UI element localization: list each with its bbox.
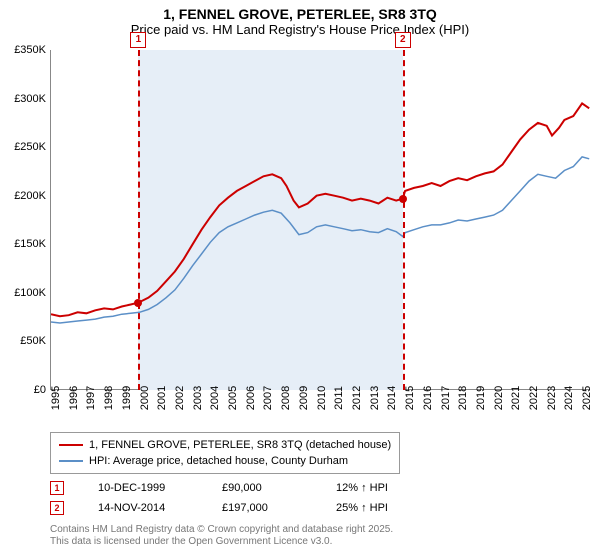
x-tick-label: 1995 <box>50 386 62 410</box>
x-tick-label: 2002 <box>174 386 186 410</box>
transaction-date: 14-NOV-2014 <box>98 498 188 518</box>
transaction-pct: 12% ↑ HPI <box>336 478 388 498</box>
transaction-date: 10-DEC-1999 <box>98 478 188 498</box>
credit-line-1: Contains HM Land Registry data © Crown c… <box>50 524 590 536</box>
marker-box: 1 <box>130 32 146 48</box>
transaction-price: £197,000 <box>222 498 302 518</box>
series-hpi <box>51 157 589 323</box>
marker-line <box>403 50 405 390</box>
x-tick-label: 2021 <box>510 386 522 410</box>
page-title: 1, FENNEL GROVE, PETERLEE, SR8 3TQ <box>0 0 600 22</box>
legend-swatch <box>59 460 83 462</box>
x-tick-label: 2020 <box>493 386 505 410</box>
y-axis: £0£50K£100K£150K£200K£250K£300K£350K <box>0 50 50 390</box>
chart-area: 12 <box>50 50 590 390</box>
marker-box: 2 <box>395 32 411 48</box>
y-tick-label: £300K <box>14 93 46 105</box>
legend-row: HPI: Average price, detached house, Coun… <box>59 453 391 469</box>
legend-swatch <box>59 444 83 446</box>
x-tick-label: 2009 <box>298 386 310 410</box>
x-tick-label: 2016 <box>422 386 434 410</box>
legend-row: 1, FENNEL GROVE, PETERLEE, SR8 3TQ (deta… <box>59 437 391 453</box>
x-tick-label: 2012 <box>351 386 363 410</box>
y-tick-label: £150K <box>14 238 46 250</box>
x-tick-label: 2018 <box>457 386 469 410</box>
transaction-marker: 1 <box>50 481 64 495</box>
legend-label: HPI: Average price, detached house, Coun… <box>89 453 348 469</box>
x-tick-label: 2005 <box>227 386 239 410</box>
x-tick-label: 1997 <box>85 386 97 410</box>
y-tick-label: £100K <box>14 287 46 299</box>
x-tick-label: 2015 <box>404 386 416 410</box>
y-tick-label: £0 <box>34 384 46 396</box>
x-tick-label: 2006 <box>245 386 257 410</box>
credit-text: Contains HM Land Registry data © Crown c… <box>50 524 590 548</box>
marker-dot <box>399 195 407 203</box>
marker-dot <box>134 299 142 307</box>
x-tick-label: 2024 <box>563 386 575 410</box>
x-tick-label: 2001 <box>156 386 168 410</box>
x-tick-label: 2003 <box>192 386 204 410</box>
series-price_paid <box>51 103 589 316</box>
x-tick-label: 1998 <box>103 386 115 410</box>
credit-line-2: This data is licensed under the Open Gov… <box>50 536 590 548</box>
transaction-pct: 25% ↑ HPI <box>336 498 388 518</box>
transaction-marker: 2 <box>50 501 64 515</box>
legend-box: 1, FENNEL GROVE, PETERLEE, SR8 3TQ (deta… <box>50 432 400 474</box>
x-tick-label: 2014 <box>386 386 398 410</box>
line-svg <box>51 50 591 390</box>
transaction-price: £90,000 <box>222 478 302 498</box>
marker-line <box>138 50 140 390</box>
x-tick-label: 2017 <box>440 386 452 410</box>
plot-region: 12 <box>50 50 590 390</box>
x-tick-label: 1996 <box>68 386 80 410</box>
transaction-row: 1 10-DEC-1999 £90,000 12% ↑ HPI <box>50 478 590 498</box>
x-axis: 1995199619971998199920002001200220032004… <box>50 390 590 430</box>
x-tick-label: 2000 <box>139 386 151 410</box>
x-tick-label: 2008 <box>280 386 292 410</box>
x-tick-label: 2019 <box>475 386 487 410</box>
x-tick-label: 2011 <box>333 386 345 410</box>
y-tick-label: £200K <box>14 190 46 202</box>
y-tick-label: £350K <box>14 44 46 56</box>
transaction-table: 1 10-DEC-1999 £90,000 12% ↑ HPI 2 14-NOV-2014… <box>50 478 590 518</box>
x-tick-label: 2007 <box>262 386 274 410</box>
page-subtitle: Price paid vs. HM Land Registry's House … <box>0 22 600 41</box>
x-tick-label: 1999 <box>121 386 133 410</box>
x-tick-label: 2004 <box>209 386 221 410</box>
x-tick-label: 2010 <box>316 386 328 410</box>
x-tick-label: 2023 <box>546 386 558 410</box>
x-tick-label: 2022 <box>528 386 540 410</box>
x-tick-label: 2025 <box>581 386 593 410</box>
y-tick-label: £250K <box>14 141 46 153</box>
x-tick-label: 2013 <box>369 386 381 410</box>
y-tick-label: £50K <box>20 335 46 347</box>
legend-label: 1, FENNEL GROVE, PETERLEE, SR8 3TQ (deta… <box>89 437 391 453</box>
transaction-row: 2 14-NOV-2014 £197,000 25% ↑ HPI <box>50 498 590 518</box>
legend: 1, FENNEL GROVE, PETERLEE, SR8 3TQ (deta… <box>50 432 590 474</box>
